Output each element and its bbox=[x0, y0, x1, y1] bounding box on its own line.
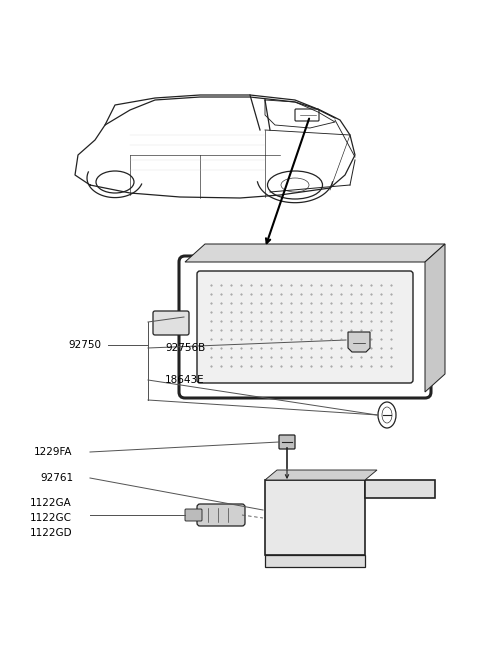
Text: 1122GA: 1122GA bbox=[30, 498, 72, 508]
Text: 18643E: 18643E bbox=[165, 375, 204, 385]
Polygon shape bbox=[365, 480, 435, 498]
Polygon shape bbox=[265, 470, 377, 480]
Polygon shape bbox=[265, 480, 365, 555]
Polygon shape bbox=[425, 244, 445, 392]
FancyBboxPatch shape bbox=[179, 256, 431, 398]
Polygon shape bbox=[348, 332, 370, 352]
Text: 1229FA: 1229FA bbox=[34, 447, 72, 457]
Polygon shape bbox=[265, 555, 365, 567]
FancyBboxPatch shape bbox=[197, 271, 413, 383]
FancyBboxPatch shape bbox=[295, 109, 319, 121]
FancyBboxPatch shape bbox=[197, 504, 245, 526]
Text: 1122GC: 1122GC bbox=[30, 513, 72, 523]
FancyBboxPatch shape bbox=[185, 509, 202, 521]
FancyBboxPatch shape bbox=[153, 311, 189, 335]
Polygon shape bbox=[185, 244, 445, 262]
Text: 92750: 92750 bbox=[68, 340, 101, 350]
Text: 92761: 92761 bbox=[40, 473, 73, 483]
Text: 1122GD: 1122GD bbox=[30, 528, 72, 538]
FancyBboxPatch shape bbox=[279, 435, 295, 449]
Text: 92756B: 92756B bbox=[165, 343, 205, 353]
